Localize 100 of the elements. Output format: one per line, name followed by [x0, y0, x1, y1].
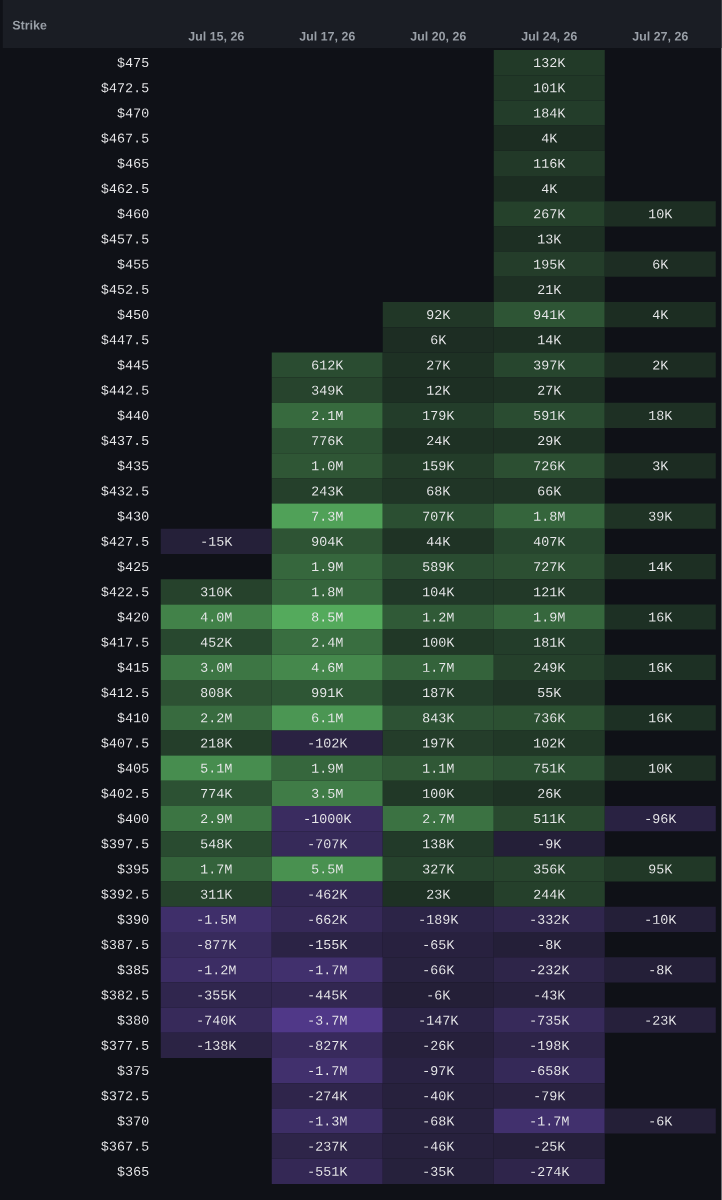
data-label: 511K: [534, 814, 566, 824]
data-label: 6K: [431, 335, 447, 345]
y-tick-label: $405: [117, 762, 149, 774]
data-label: -189K: [420, 914, 459, 924]
y-tick-label: $430: [117, 510, 149, 522]
data-label: 548K: [201, 839, 233, 849]
data-label: 102K: [534, 738, 566, 748]
data-label: -827K: [309, 1040, 348, 1050]
data-label: -97K: [424, 1066, 455, 1076]
y-tick-label: $402.5: [101, 788, 149, 799]
data-label: 16K: [649, 713, 673, 723]
data-label: 5.5M: [312, 864, 343, 874]
y-tick-label: $470: [117, 107, 149, 119]
data-label: -237K: [309, 1141, 348, 1151]
y-tick-label: $427.5: [101, 536, 149, 547]
data-label: -1.5M: [198, 914, 236, 924]
y-tick-label: $437.5: [101, 435, 149, 446]
data-label: 3.0M: [201, 662, 232, 672]
data-label: 1.8M: [534, 511, 565, 521]
data-label: -23K: [646, 1015, 677, 1025]
y-tick-label: $442.5: [101, 384, 149, 396]
y-tick-label: $435: [117, 460, 149, 472]
data-label: 4.6M: [311, 662, 343, 672]
data-label: 726K: [534, 461, 566, 471]
y-tick-label: $370: [117, 1115, 149, 1127]
y-tick-label: $440: [117, 410, 149, 421]
y-tick-label: $420: [117, 611, 149, 623]
data-label: -65K: [424, 940, 455, 950]
data-label: 349K: [312, 385, 344, 395]
y-tick-label: $400: [117, 813, 149, 824]
x-tick-label: Jul 27, 26: [632, 31, 688, 43]
data-label: 121K: [534, 587, 566, 597]
data-label: -877K: [198, 940, 237, 950]
data-label: -355K: [198, 990, 237, 1000]
data-label: 1.8M: [312, 587, 343, 597]
data-label: 14K: [538, 335, 562, 345]
data-label: -198K: [531, 1040, 570, 1050]
data-label: -8K: [650, 965, 673, 975]
data-label: 10K: [649, 763, 673, 773]
data-label: 29K: [538, 436, 562, 446]
data-label: -274K: [309, 1091, 348, 1101]
data-label: 181K: [534, 637, 566, 647]
data-label: 26K: [538, 788, 562, 798]
data-label: 774K: [201, 788, 233, 798]
data-label: 39K: [649, 511, 673, 521]
data-label: 2.4M: [312, 637, 343, 647]
data-label: 18K: [649, 410, 673, 420]
data-label: -68K: [424, 1116, 455, 1126]
data-label: 243K: [312, 486, 344, 496]
data-label: -6K: [650, 1116, 673, 1126]
data-label: 184K: [534, 108, 566, 118]
data-label: -1.7M: [309, 965, 347, 975]
data-label: -79K: [535, 1091, 566, 1101]
data-label: 843K: [423, 713, 455, 723]
data-label: 24K: [427, 436, 451, 446]
data-label: -9K: [539, 839, 562, 849]
data-label: -662K: [309, 914, 348, 924]
data-label: 751K: [534, 763, 566, 773]
y-axis-title: Strike: [12, 20, 47, 30]
data-label: 356K: [534, 864, 566, 874]
y-tick-label: $457.5: [101, 233, 149, 245]
data-label: 8.5M: [312, 612, 343, 622]
data-label: -40K: [424, 1091, 455, 1101]
x-tick-label: Jul 20, 26: [410, 31, 466, 43]
data-label: 1.1M: [423, 763, 454, 773]
data-label: -46K: [424, 1141, 455, 1151]
data-label: -102K: [309, 738, 348, 748]
data-label: -274K: [531, 1166, 570, 1176]
data-label: 116K: [534, 158, 566, 168]
y-tick-label: $365: [117, 1166, 149, 1177]
data-label: 68K: [427, 486, 451, 496]
data-label: 12K: [427, 385, 451, 395]
data-label: -707K: [309, 839, 348, 849]
data-label: 4K: [541, 133, 558, 143]
data-label: -66K: [424, 965, 455, 975]
data-label: 95K: [649, 864, 673, 874]
y-tick-label: $412.5: [101, 687, 149, 698]
data-label: 44K: [426, 536, 451, 546]
y-tick-label: $415: [117, 662, 149, 673]
data-label: 727K: [534, 562, 566, 572]
y-tick-label: $375: [117, 1065, 149, 1076]
data-label: -740K: [198, 1015, 237, 1025]
data-label: -1.3M: [309, 1116, 347, 1126]
x-tick-label: Jul 17, 26: [299, 31, 355, 43]
data-label: 3K: [653, 461, 669, 471]
data-label: 3.5M: [312, 788, 343, 798]
data-label: 179K: [423, 410, 455, 420]
data-label: -147K: [420, 1015, 459, 1025]
data-label: 138K: [423, 839, 455, 849]
y-tick-label: $455: [117, 258, 149, 270]
y-tick-label: $377.5: [101, 1040, 149, 1051]
data-label: 187K: [423, 688, 455, 698]
data-label: -462K: [309, 889, 348, 899]
data-label: 2.1M: [312, 410, 343, 420]
data-label: 2K: [653, 360, 669, 370]
y-tick-label: $460: [117, 208, 149, 220]
data-label: 612K: [312, 360, 344, 370]
data-label: 195K: [534, 259, 566, 269]
data-label: -1000K: [305, 814, 352, 824]
data-label: 1.7M: [201, 864, 232, 874]
